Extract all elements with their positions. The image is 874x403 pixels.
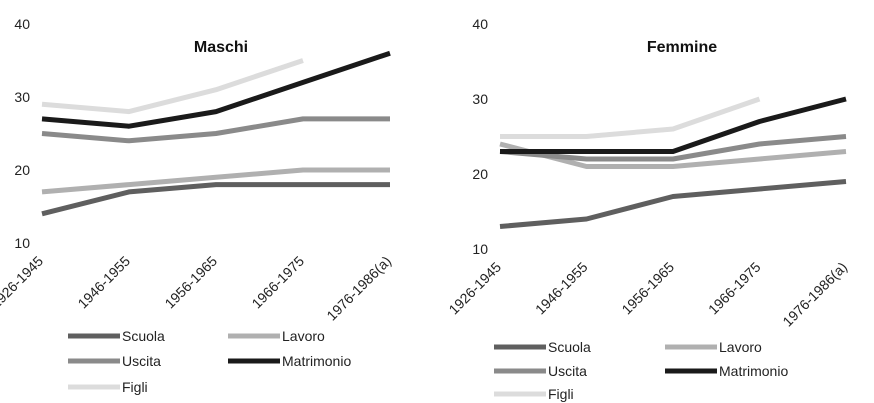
x-tick-label: 1976-1986(a) <box>779 259 850 330</box>
series-line-scuola <box>499 179 847 229</box>
legend-label-uscita: Uscita <box>548 363 587 379</box>
legend-label-scuola: Scuola <box>122 328 165 344</box>
legend-label-lavoro: Lavoro <box>282 328 325 344</box>
chart-panel-femmine: Femmine 10 20 30 40 1926-1945 1946-1955 1956-19… <box>445 16 850 402</box>
y-tick-label: 40 <box>14 16 30 32</box>
y-tick-label: 20 <box>472 166 488 182</box>
series-line-uscita <box>41 116 390 144</box>
legend-label-figli: Figli <box>548 386 574 402</box>
series-line-uscita <box>499 134 847 162</box>
legend-label-scuola: Scuola <box>548 339 591 355</box>
x-tick-label: 1946-1955 <box>74 253 133 312</box>
x-tick-label: 1966-1975 <box>705 259 764 318</box>
legend-label-lavoro: Lavoro <box>719 339 762 355</box>
series-line-matrimonio <box>41 50 391 129</box>
x-tick-label: 1926-1945 <box>445 259 504 318</box>
x-tick-label: 1926-1945 <box>0 253 46 312</box>
series-line-figli <box>41 58 304 115</box>
series-line-lavoro <box>41 167 390 195</box>
y-tick-label: 10 <box>14 235 30 251</box>
chart-title: Maschi <box>194 39 248 56</box>
y-tick-label: 30 <box>472 91 488 107</box>
x-tick-label: 1956-1965 <box>618 259 677 318</box>
legend-label-figli: Figli <box>122 379 148 395</box>
legend-label-matrimonio: Matrimonio <box>282 353 351 369</box>
y-tick-label: 10 <box>472 241 488 257</box>
chart-panel-maschi: Maschi 10 20 30 40 1926-1945 1946-1955 1956-196… <box>0 16 394 395</box>
x-tick-label: 1976-1986(a) <box>323 253 394 324</box>
y-tick-label: 40 <box>472 16 488 32</box>
series-line-figli <box>500 96 761 139</box>
legend-label-uscita: Uscita <box>122 353 161 369</box>
series-line-matrimonio <box>500 96 847 154</box>
x-tick-label: 1966-1975 <box>248 253 307 312</box>
y-tick-label: 30 <box>14 89 30 105</box>
legend-label-matrimonio: Matrimonio <box>719 363 788 379</box>
x-tick-label: 1956-1965 <box>161 253 220 312</box>
x-tick-label: 1946-1955 <box>532 259 591 318</box>
series-line-scuola <box>41 182 390 217</box>
chart-title: Femmine <box>647 39 717 56</box>
y-tick-label: 20 <box>14 162 30 178</box>
